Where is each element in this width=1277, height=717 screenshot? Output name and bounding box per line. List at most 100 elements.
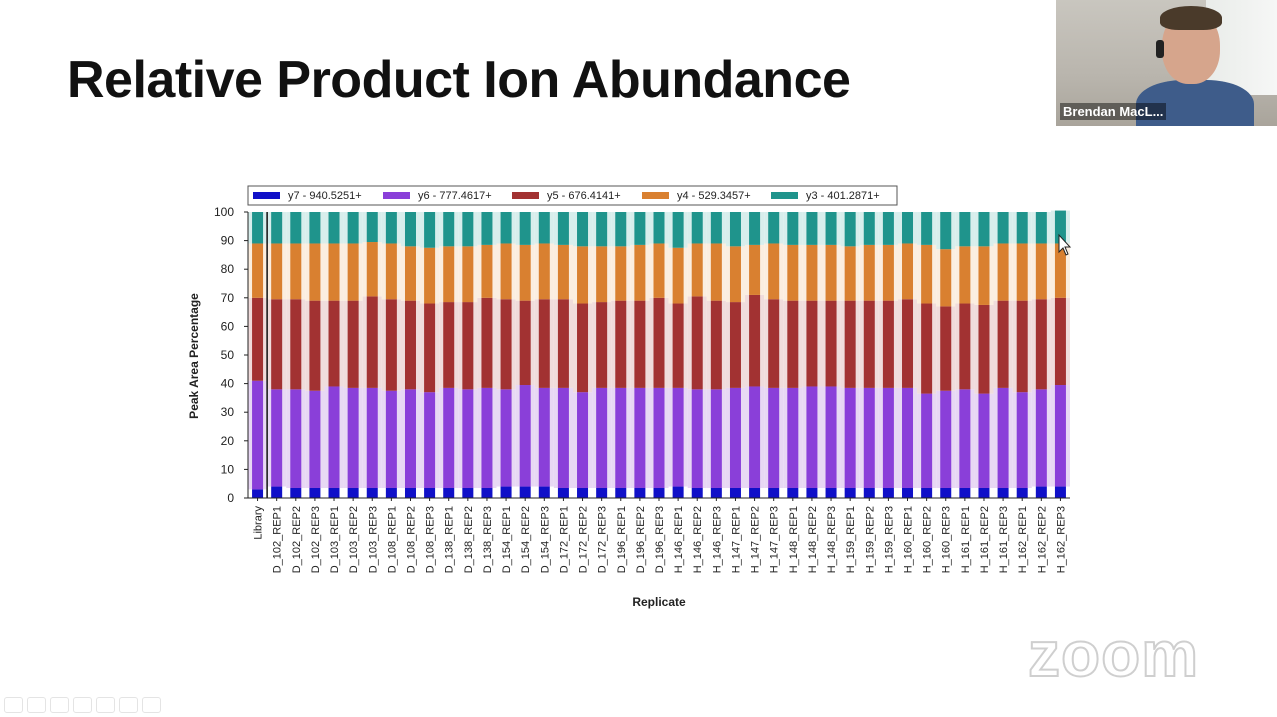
- bar-segment-y5: [328, 300, 340, 387]
- x-tick-label: H_147_REP1: [730, 506, 742, 573]
- bar-segment-y6: [921, 393, 933, 488]
- subtitles-icon[interactable]: [119, 697, 138, 713]
- x-tick-label: H_148_REP2: [807, 506, 819, 573]
- bar-segment-y6: [768, 387, 780, 488]
- participant-video-tile[interactable]: Brendan MacL...: [1056, 0, 1277, 126]
- bar-segment-y6: [443, 387, 455, 488]
- bar-segment-y6: [997, 387, 1009, 488]
- x-tick-label: D_172_REP2: [578, 506, 590, 573]
- bar-segment-y3: [443, 212, 455, 247]
- bar-segment-y3: [366, 212, 378, 243]
- bar-segment-y3: [385, 212, 397, 244]
- bar-segment-y3: [328, 212, 340, 244]
- bar-segment-y7: [672, 486, 684, 498]
- bar-segment-y4: [290, 243, 302, 300]
- x-tick-label: D_102_REP1: [272, 506, 284, 573]
- x-tick-label: H_161_REP2: [979, 506, 991, 573]
- bar-segment-y5: [787, 300, 799, 388]
- y-tick-label: 20: [221, 434, 235, 448]
- bar-segment-y6: [481, 387, 493, 488]
- bar-segment-y3: [577, 212, 589, 247]
- bar-segment-y5: [863, 300, 875, 388]
- x-tick-label: D_196_REP1: [616, 506, 628, 573]
- bar-segment-y7: [997, 487, 1009, 498]
- bar-segment-y7: [921, 487, 933, 498]
- x-tick-label: D_138_REP3: [482, 506, 494, 573]
- bar-segment-y4: [634, 244, 646, 301]
- zoom-in-icon[interactable]: [96, 697, 115, 713]
- legend-swatch-y7: [253, 192, 280, 199]
- bar-segment-y6: [596, 387, 608, 488]
- bar-segment-y6: [328, 386, 340, 488]
- bar-segment-y3: [672, 212, 684, 248]
- bar-segment-y5: [385, 299, 397, 391]
- bar-segment-y7: [347, 487, 359, 498]
- bar-segment-y5: [577, 303, 589, 393]
- bar-segment-y3: [347, 212, 359, 244]
- bar-segment-y3: [691, 212, 703, 244]
- bar-segment-y5: [806, 300, 818, 387]
- bar-segment-y4: [787, 244, 799, 301]
- bar-segment-y3: [959, 212, 971, 247]
- x-tick-label: H_159_REP1: [845, 506, 857, 573]
- legend-label-y5: y5 - 676.4141+: [547, 190, 621, 202]
- bar-segment-y5: [921, 303, 933, 394]
- y-tick-label: 90: [221, 234, 235, 248]
- x-tick-label: Library: [253, 506, 265, 540]
- bar-segment-y5: [959, 303, 971, 390]
- bar-segment-y4: [309, 243, 321, 301]
- presentation-toolbar: [4, 697, 161, 713]
- x-axis: Library D_102_REP1 D_102_REP2 D_102_REP3 D_1…: [248, 497, 1070, 573]
- bar-segment-y5: [978, 304, 990, 394]
- bar-segment-y7: [691, 487, 703, 498]
- bar-segment-y5: [997, 300, 1009, 388]
- bar-segment-y7: [309, 487, 321, 498]
- bar-segment-y6: [462, 389, 474, 488]
- x-tick-label: H_162_REP1: [1017, 506, 1029, 573]
- bar-segment-y3: [500, 212, 512, 244]
- bar-segment-y4: [978, 246, 990, 305]
- bar-segment-y4: [844, 246, 856, 301]
- bar-segment-y5: [538, 299, 550, 388]
- bar-segment-y3: [749, 212, 761, 245]
- bar-segment-y4: [1054, 243, 1066, 298]
- bar-segment-y6: [538, 387, 550, 487]
- x-tick-label: H_147_REP2: [750, 506, 762, 573]
- bar-segment-y3: [978, 212, 990, 247]
- bar-segment-y5: [443, 302, 455, 388]
- more-options-icon[interactable]: [142, 697, 161, 713]
- bar-segment-y6: [519, 385, 531, 487]
- bar-segment-y4: [347, 243, 359, 301]
- bar-segment-y6: [672, 387, 684, 487]
- bar-segment-y5: [882, 300, 894, 388]
- bar-segment-y4: [462, 246, 474, 303]
- bar-segment-y7: [844, 487, 856, 498]
- chart-bars: [248, 210, 1070, 498]
- bar-segment-y4: [653, 243, 665, 298]
- bar-segment-y6: [252, 380, 264, 490]
- bar-segment-y4: [1016, 243, 1028, 301]
- bar-segment-y7: [557, 487, 569, 498]
- bar-segment-y4: [825, 244, 837, 301]
- bar-segment-y4: [691, 243, 703, 297]
- bar-segment-y5: [691, 296, 703, 390]
- x-tick-label: D_103_REP2: [348, 506, 360, 573]
- bar-segment-y7: [404, 487, 416, 498]
- bar-segment-y4: [481, 244, 493, 298]
- x-tick-label: H_146_REP2: [692, 506, 704, 573]
- slides-grid-icon[interactable]: [73, 697, 92, 713]
- bar-segment-y6: [385, 390, 397, 488]
- x-tick-label: D_196_REP3: [654, 506, 666, 573]
- bar-segment-y5: [596, 302, 608, 388]
- y-axis: 0 10 20 30 40 50 60 70 80 90 100: [214, 205, 249, 505]
- bar-segment-y3: [557, 212, 569, 245]
- bar-segment-y3: [997, 212, 1009, 244]
- bar-segment-y6: [290, 389, 302, 488]
- pen-icon[interactable]: [50, 697, 69, 713]
- legend-label-y7: y7 - 940.5251+: [288, 190, 362, 202]
- prev-slide-icon[interactable]: [4, 697, 23, 713]
- bar-segment-y6: [691, 389, 703, 488]
- next-slide-icon[interactable]: [27, 697, 46, 713]
- bar-segment-y7: [462, 487, 474, 498]
